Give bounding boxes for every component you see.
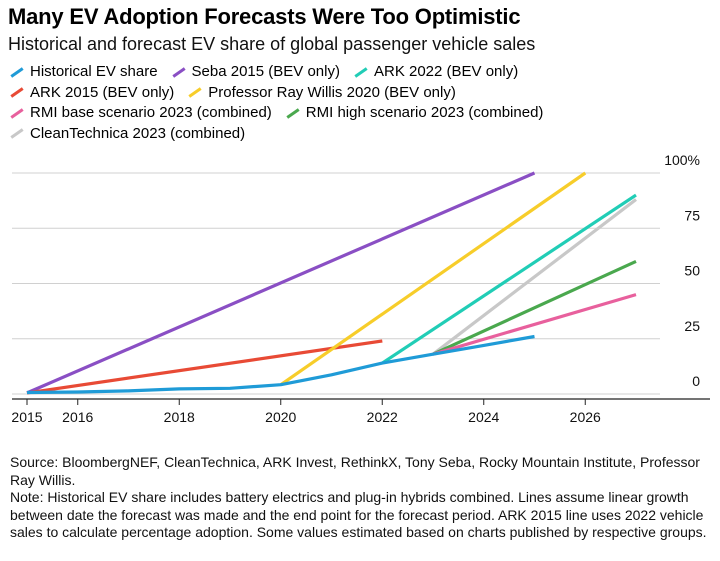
- legend-label: Seba 2015 (BEV only): [191, 63, 340, 80]
- series-line: [26, 171, 536, 395]
- y-tick-label: 0: [692, 373, 700, 389]
- x-tick-label: 2015: [11, 409, 42, 425]
- legend-swatch: [188, 87, 202, 98]
- legend-label: Historical EV share: [30, 63, 158, 80]
- note-text: Note: Historical EV share includes batte…: [10, 489, 707, 540]
- legend-swatch: [10, 87, 24, 98]
- legend-label: RMI high scenario 2023 (combined): [305, 104, 544, 121]
- series-line: [279, 171, 587, 387]
- legend-label: CleanTechnica 2023 (combined): [30, 124, 246, 142]
- legend-label: ARK 2015 (BEV only): [30, 83, 175, 101]
- x-tick-label: 2018: [164, 409, 195, 425]
- legend-swatch: [171, 67, 186, 78]
- chart-title: Many EV Adoption Forecasts Were Too Opti…: [8, 4, 521, 29]
- legend-item: RMI base scenario 2023 (combined): [10, 103, 272, 124]
- legend-label: Professor Ray Willis 2020 (BEV only): [208, 83, 456, 101]
- legend-item: Historical EV share: [10, 62, 158, 83]
- legend-swatch: [354, 67, 368, 78]
- x-tick-label: 2026: [570, 409, 601, 425]
- y-tick-label: 75: [684, 207, 700, 223]
- legend: Historical EV share Seba 2015 (BEV only) A…: [10, 62, 710, 144]
- legend-label: RMI base scenario 2023 (combined): [30, 104, 272, 121]
- source-text: Source: BloombergNEF, CleanTechnica, ARK…: [10, 454, 700, 488]
- x-tick-label: 2022: [367, 409, 398, 425]
- series-line: [26, 339, 383, 395]
- legend-row: Historical EV share Seba 2015 (BEV only) A…: [10, 62, 710, 83]
- x-tick-label: 2024: [468, 409, 499, 425]
- series-line: [432, 259, 637, 356]
- legend-label: ARK 2022 (BEV only): [373, 63, 519, 80]
- legend-row: RMI base scenario 2023 (combined) RMI hig…: [10, 103, 710, 124]
- chart-notes: Source: BloombergNEF, CleanTechnica, ARK…: [10, 454, 716, 542]
- legend-item: ARK 2022 (BEV only): [354, 62, 518, 83]
- y-tick-label: 25: [684, 318, 700, 334]
- legend-item: Professor Ray Willis 2020 (BEV only): [188, 83, 456, 104]
- x-tick-label: 2016: [62, 409, 93, 425]
- legend-row: CleanTechnica 2023 (combined): [10, 124, 710, 145]
- y-tick-label: 50: [684, 263, 700, 279]
- y-tick-label: 100%: [664, 152, 700, 168]
- legend-swatch: [10, 67, 24, 78]
- series-line: [432, 198, 637, 356]
- series-line: [381, 193, 637, 365]
- series-line: [432, 293, 637, 356]
- legend-item: CleanTechnica 2023 (combined): [10, 124, 245, 145]
- legend-swatch: [10, 108, 24, 119]
- legend-item: Seba 2015 (BEV only): [171, 62, 340, 83]
- line-chart: 0 25 50 75 100% 2015 2016 2018 2020 2022 2024 2026: [11, 152, 710, 425]
- legend-item: ARK 2015 (BEV only): [10, 83, 174, 104]
- legend-swatch: [10, 128, 24, 139]
- chart-subtitle: Historical and forecast EV share of glob…: [8, 34, 536, 54]
- x-tick-label: 2020: [265, 409, 296, 425]
- legend-item: RMI high scenario 2023 (combined): [286, 103, 544, 124]
- series-line: [26, 334, 535, 395]
- legend-swatch: [286, 108, 300, 119]
- legend-row: ARK 2015 (BEV only) Professor Ray Willis …: [10, 83, 710, 104]
